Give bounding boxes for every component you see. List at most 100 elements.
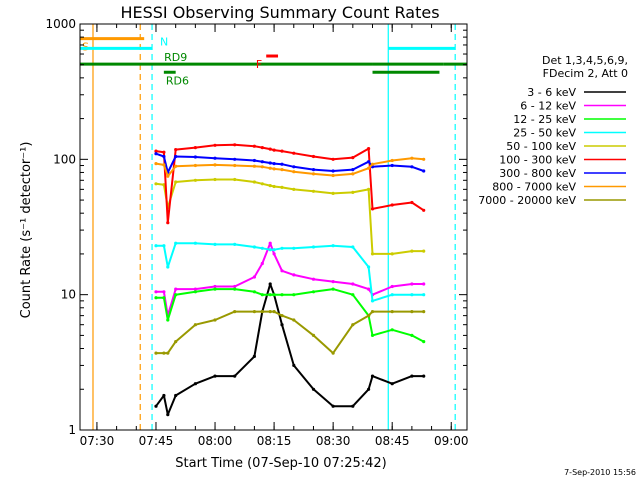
data-point [260, 160, 264, 164]
data-point [390, 293, 394, 297]
data-point [292, 187, 296, 191]
data-point [174, 287, 178, 291]
data-point [252, 354, 256, 358]
data-point [331, 244, 335, 248]
data-point [351, 323, 355, 327]
data-point [268, 293, 272, 297]
data-point [166, 351, 170, 355]
data-point [351, 168, 355, 172]
data-point [311, 277, 316, 281]
data-point [410, 310, 414, 314]
data-point [390, 252, 394, 256]
data-point [233, 374, 237, 378]
data-point [154, 351, 158, 355]
data-point [193, 290, 197, 294]
data-point [174, 340, 178, 344]
data-point [422, 310, 426, 314]
data-point [268, 241, 272, 245]
data-point [390, 382, 394, 386]
data-point [213, 287, 217, 291]
data-point [331, 173, 335, 178]
flag-bar-label: N [160, 35, 168, 48]
data-point [272, 148, 276, 152]
x-tick-label: 08:30 [316, 434, 351, 448]
data-point [252, 275, 256, 279]
data-point [268, 282, 272, 286]
x-tick-label: 08:45 [375, 434, 410, 448]
data-point [370, 299, 375, 303]
data-point [280, 162, 284, 166]
data-point [292, 293, 296, 297]
data-point [422, 157, 426, 161]
axes: 1 10 100 1000 07:30 07:45 08:00 08:15 08:30 08:45… [45, 17, 468, 448]
data-point [260, 182, 264, 186]
timestamp-label: 7-Sep-2010 15:56 [564, 468, 636, 477]
data-point [410, 200, 414, 205]
data-point [193, 155, 197, 159]
data-point [292, 165, 296, 169]
data-point [367, 160, 371, 164]
legend-entry-label: 3 - 6 keV [527, 86, 576, 99]
data-point [174, 154, 178, 159]
x-tick-label: 07:45 [139, 434, 174, 448]
data-point [311, 387, 316, 391]
data-point [272, 310, 276, 314]
data-point [213, 284, 217, 289]
x-tick-label: 07:30 [80, 434, 115, 448]
data-point [162, 393, 166, 398]
data-point [162, 154, 166, 159]
data-point [370, 310, 375, 314]
data-point [260, 293, 264, 297]
data-point [390, 310, 394, 314]
data-point [280, 293, 284, 297]
data-point [193, 241, 197, 245]
data-point [162, 244, 166, 248]
data-point [252, 245, 256, 249]
data-point [370, 162, 375, 166]
data-point [260, 261, 264, 266]
data-point [410, 293, 414, 297]
data-point [174, 241, 178, 245]
data-point [166, 413, 170, 417]
data-point [367, 265, 371, 269]
y-axis-label: Count Rate (s⁻¹ detector⁻¹) [19, 142, 34, 319]
data-point [268, 161, 272, 165]
data-point [233, 157, 237, 161]
data-point [154, 149, 158, 153]
x-tick-label: 08:00 [198, 434, 233, 448]
data-point [367, 287, 371, 291]
data-point [252, 164, 256, 168]
data-point [292, 318, 296, 322]
data-point [351, 282, 355, 286]
data-point [331, 287, 335, 291]
data-point [331, 169, 335, 173]
data-point [292, 246, 296, 250]
data-point [162, 296, 166, 300]
data-point [213, 318, 217, 322]
data-point [193, 178, 197, 182]
data-point [193, 287, 197, 291]
data-point [174, 164, 178, 168]
data-point [331, 157, 335, 161]
data-point [351, 404, 355, 408]
data-point [268, 166, 272, 170]
data-point [233, 284, 237, 289]
data-point [370, 207, 375, 211]
y-tick-label: 1000 [45, 17, 76, 31]
data-point [213, 177, 217, 182]
data-point [422, 169, 426, 173]
data-point [390, 284, 394, 289]
data-point [233, 163, 237, 168]
data-point [367, 187, 371, 191]
data-point [292, 363, 296, 367]
data-point [272, 248, 276, 252]
data-point [213, 374, 217, 378]
data-point [292, 170, 296, 174]
y-tick-label: 10 [61, 288, 76, 302]
data-point [268, 184, 272, 188]
data-point [213, 143, 217, 147]
data-point [154, 290, 158, 294]
data-point [422, 208, 426, 212]
data-point [166, 174, 170, 178]
legend-entry-label: 12 - 25 keV [513, 113, 576, 126]
